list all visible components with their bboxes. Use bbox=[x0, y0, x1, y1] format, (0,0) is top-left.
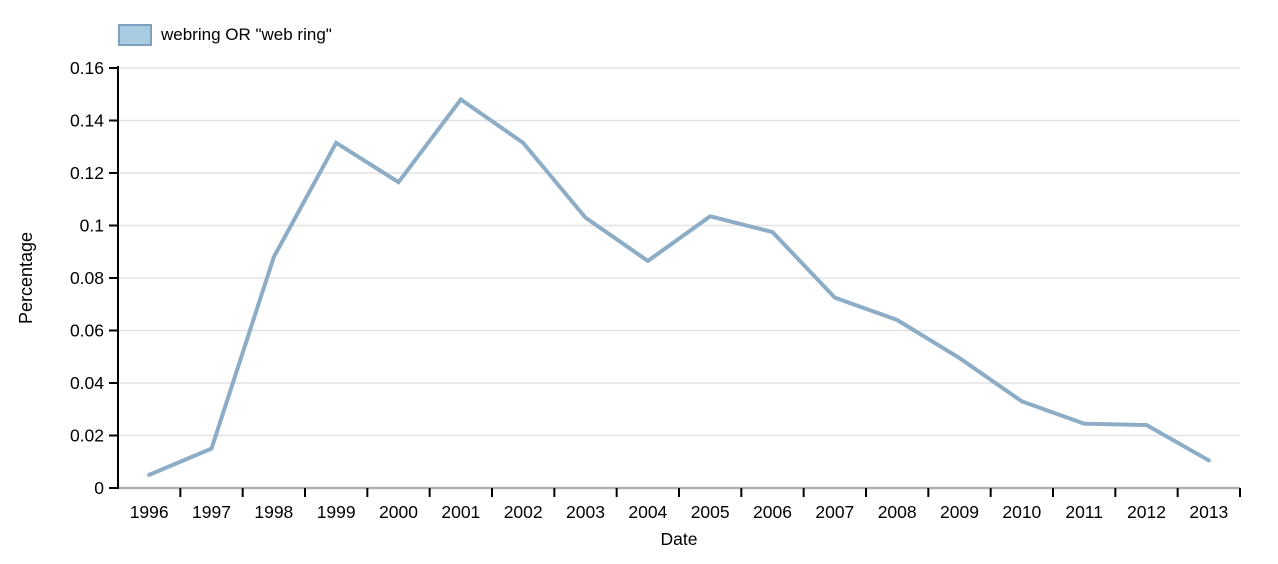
legend-swatch bbox=[118, 24, 152, 46]
y-tick-label: 0.1 bbox=[80, 216, 104, 236]
series-line bbox=[147, 96, 1211, 477]
x-tick-label: 2000 bbox=[379, 502, 418, 522]
x-tick-label: 2009 bbox=[940, 502, 979, 522]
y-tick-label: 0.06 bbox=[70, 321, 104, 341]
x-tick-label: 2002 bbox=[504, 502, 543, 522]
x-tick-label: 2004 bbox=[628, 502, 667, 522]
x-tick-label: 2007 bbox=[815, 502, 854, 522]
x-tick-label: 1998 bbox=[254, 502, 293, 522]
x-tick-label: 2010 bbox=[1002, 502, 1041, 522]
x-tick-label: 2008 bbox=[878, 502, 917, 522]
y-tick-label: 0.04 bbox=[70, 373, 104, 393]
x-tick-label: 2005 bbox=[691, 502, 730, 522]
legend: webring OR "web ring" bbox=[118, 24, 332, 46]
x-tick-label: 2001 bbox=[441, 502, 480, 522]
legend-series-label: webring OR "web ring" bbox=[161, 25, 332, 44]
x-tick-label: 1999 bbox=[317, 502, 356, 522]
x-tick-label: 1996 bbox=[130, 502, 169, 522]
x-tick-label: 2006 bbox=[753, 502, 792, 522]
y-tick-label: 0.14 bbox=[70, 111, 104, 131]
x-axis-title: Date bbox=[661, 529, 698, 549]
y-tick-label: 0.12 bbox=[70, 163, 104, 183]
x-tick-label: 2003 bbox=[566, 502, 605, 522]
y-axis-title: Percentage bbox=[16, 232, 36, 324]
y-tick-label: 0.08 bbox=[70, 268, 104, 288]
y-tick-label: 0.02 bbox=[70, 426, 104, 446]
y-tick-label: 0 bbox=[94, 478, 104, 498]
x-tick-label: 2013 bbox=[1189, 502, 1228, 522]
x-tick-label: 2011 bbox=[1065, 502, 1103, 522]
x-tick-label: 1997 bbox=[192, 502, 231, 522]
y-tick-label: 0.16 bbox=[70, 58, 104, 78]
x-tick-label: 2012 bbox=[1127, 502, 1166, 522]
